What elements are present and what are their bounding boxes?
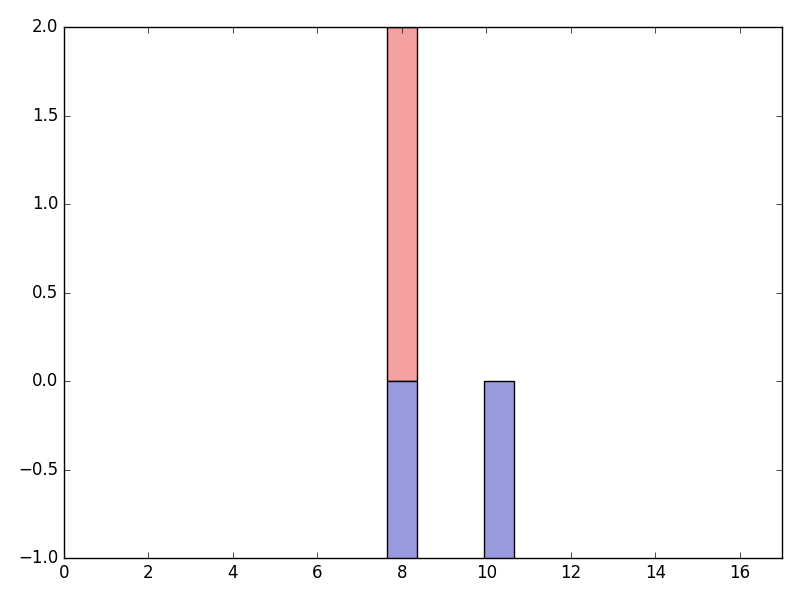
Bar	[387, 381, 417, 559]
Bar	[484, 381, 514, 559]
Bar	[387, 27, 417, 381]
